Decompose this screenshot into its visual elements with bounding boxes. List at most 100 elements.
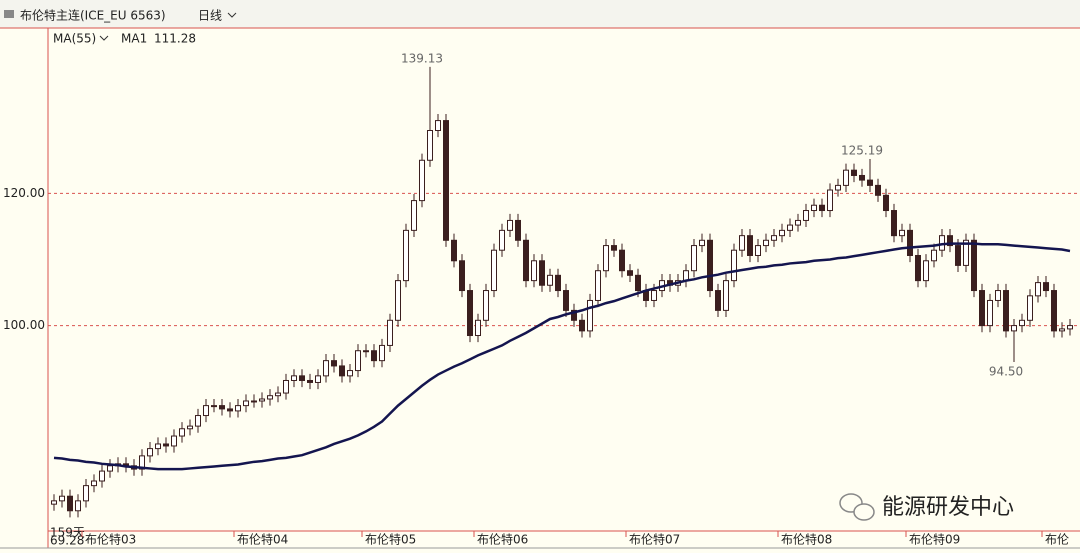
candle-body	[371, 350, 377, 362]
candle-body	[211, 405, 217, 408]
candle-body	[1059, 328, 1065, 332]
candle-body	[379, 344, 385, 362]
candle-body	[147, 448, 153, 457]
candle-body	[723, 280, 729, 311]
candle-body	[419, 159, 425, 202]
dropdown-arrow[interactable]	[227, 12, 237, 18]
candle-body	[931, 249, 937, 262]
icon	[4, 10, 14, 18]
candle-body	[811, 204, 817, 212]
candle-body	[315, 375, 321, 383]
candle-body	[1067, 325, 1073, 330]
candle-body	[979, 290, 985, 327]
candle-body	[139, 455, 145, 470]
candle-body	[867, 179, 873, 186]
x-tick-label: 布伦特03	[85, 532, 136, 547]
candle-body	[611, 245, 617, 251]
candle-body	[971, 239, 977, 292]
candle-body	[291, 375, 297, 381]
x-tick-label: 布伦特04	[237, 532, 288, 547]
candle-body	[483, 290, 489, 321]
candle-body	[739, 235, 745, 251]
candle-body	[787, 224, 793, 231]
candle-body	[51, 500, 57, 505]
candle-body	[915, 254, 921, 282]
candle-body	[59, 495, 65, 502]
candle-body	[963, 239, 969, 266]
candle-body	[107, 465, 113, 472]
ma-line	[53, 242, 1071, 471]
candle-body	[523, 239, 529, 282]
candle-body	[555, 274, 561, 292]
candle-body	[899, 229, 905, 237]
candle-body	[1003, 290, 1009, 332]
candle-body	[995, 290, 1001, 301]
candle-body	[843, 169, 849, 186]
candle-body	[467, 290, 473, 337]
candle-body	[651, 290, 657, 301]
candle-body	[475, 319, 481, 337]
candle-body	[499, 229, 505, 251]
candle-body	[715, 290, 721, 311]
bars-count: 159天	[50, 526, 85, 540]
candle-body	[699, 239, 705, 247]
candle-body	[1019, 319, 1025, 327]
candle-body	[747, 235, 753, 256]
candle-body	[283, 379, 289, 394]
candle-body	[443, 120, 449, 241]
candle-body	[307, 379, 313, 383]
candle-body	[539, 260, 545, 286]
candle-body	[323, 360, 329, 377]
candle-body	[891, 210, 897, 237]
candle-body	[579, 319, 585, 332]
candle-body	[99, 470, 105, 482]
candle-body	[531, 260, 537, 282]
x-tick-label: 布伦特07	[629, 532, 680, 547]
candle-body	[755, 245, 761, 256]
candle-body	[83, 485, 89, 502]
candle-body	[491, 249, 497, 292]
indicator-name[interactable]: MA(55)	[53, 32, 96, 46]
candle-body	[1043, 282, 1049, 292]
ma-name: MA1	[121, 32, 147, 46]
candle-body	[235, 405, 241, 412]
candle-body	[827, 189, 833, 212]
candle-body	[355, 350, 361, 372]
candle-body	[427, 130, 433, 161]
x-tick-label: 布伦特05	[365, 532, 416, 547]
period[interactable]: 日线	[198, 9, 222, 23]
y-tick-label: 100.00	[3, 318, 45, 332]
candle-body	[203, 405, 209, 417]
candle-body	[267, 395, 273, 400]
candle-body	[987, 299, 993, 327]
candle-body	[595, 270, 601, 301]
candle-body	[179, 428, 185, 437]
candle-body	[507, 219, 513, 231]
candle-body	[627, 270, 633, 276]
candle-body	[195, 415, 201, 427]
candle-body	[227, 408, 233, 412]
candle-body	[1051, 290, 1057, 332]
candle-body	[363, 350, 369, 353]
candle-body	[883, 194, 889, 212]
x-tick-label: 布伦特08	[781, 532, 832, 547]
candle-body	[347, 370, 353, 377]
candle-body	[819, 204, 825, 212]
ma-value: 111.28	[154, 32, 196, 46]
watermark-icon	[839, 493, 875, 521]
candle-body	[947, 235, 953, 247]
candle-body	[91, 480, 97, 487]
dropdown-arrow[interactable]	[99, 35, 109, 41]
candle-body	[731, 249, 737, 282]
candle-body	[75, 500, 81, 512]
x-tick-label: 布伦特09	[909, 532, 960, 547]
candle-body	[1027, 295, 1033, 321]
watermark: 能源研发中心	[882, 495, 1014, 520]
candle-body	[219, 405, 225, 410]
candle-body	[803, 210, 809, 221]
candle-body	[171, 435, 177, 447]
candle-body	[163, 443, 169, 447]
annotation: 94.50	[989, 364, 1023, 378]
header-bar	[0, 0, 1080, 28]
